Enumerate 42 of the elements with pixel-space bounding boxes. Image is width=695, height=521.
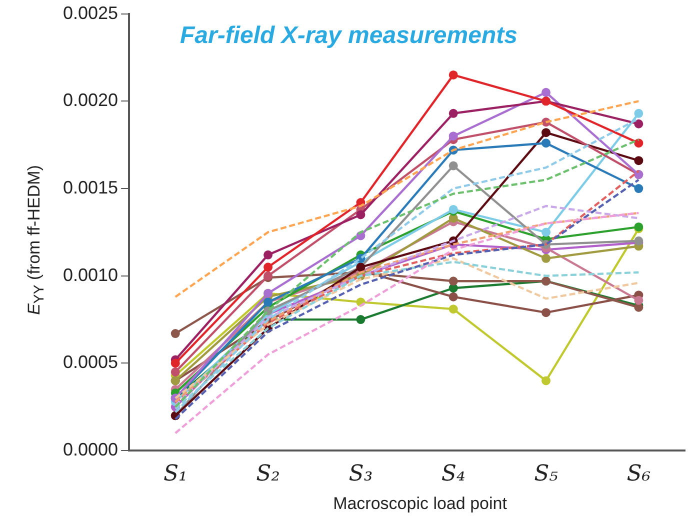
point [542,138,551,148]
point [542,254,551,263]
chart-title: Far-field X-ray measurements [180,22,518,50]
x-tick-label: S₁ [163,462,188,487]
point [634,296,644,305]
point [634,138,644,148]
point [448,304,458,314]
point [542,228,551,237]
y-tick-label: 0.0015 [62,177,118,198]
point [356,315,366,324]
point [170,329,180,338]
y-tick-label: 0.0005 [62,352,118,372]
point [170,358,180,368]
point [542,88,551,97]
point [542,376,551,386]
point [448,132,458,141]
point [634,119,644,128]
y-tick-label: 0.0000 [62,440,118,460]
point [634,156,644,166]
y-tick-label: 0.0025 [62,2,118,23]
point [448,108,458,118]
point [264,250,273,260]
point [448,276,458,286]
y-tick-label: 0.0020 [62,90,118,110]
x-tick-label: S₂ [256,462,280,487]
point [542,128,551,138]
point [634,184,644,194]
x-tick-label: S₆ [626,462,651,487]
x-tick-label: S₄ [441,462,466,487]
y-tick-label: 0.0010 [62,264,118,285]
line-series [174,100,640,298]
point [448,292,458,302]
point [634,108,644,118]
point [170,367,180,376]
point [448,161,458,170]
x-tick-label: S₃ [348,462,373,487]
x-tick-label: S₅ [534,462,558,487]
point [264,262,273,272]
x-axis-title: Macroscopic load point [332,494,508,514]
point [542,308,551,318]
point [448,70,458,80]
point [356,210,366,220]
